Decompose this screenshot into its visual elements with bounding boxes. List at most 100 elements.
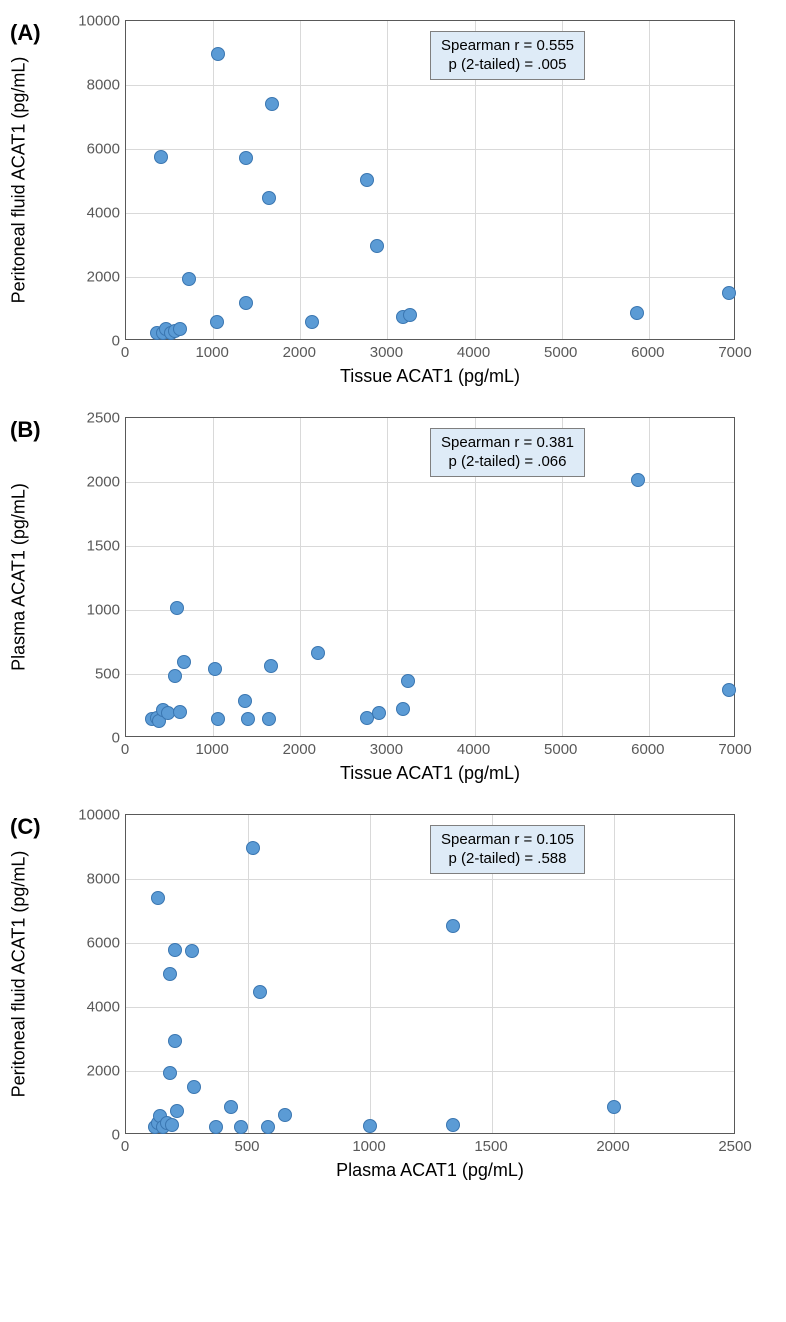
stats-pvalue: p (2-tailed) = .005 bbox=[441, 55, 574, 75]
x-tick-label: 6000 bbox=[631, 737, 664, 758]
gridline-v bbox=[649, 21, 650, 339]
x-axis-label: Plasma ACAT1 (pg/mL) bbox=[125, 1160, 735, 1181]
x-tick-label: 2000 bbox=[283, 340, 316, 361]
data-point bbox=[211, 712, 225, 726]
stats-spearman: Spearman r = 0.555 bbox=[441, 36, 574, 56]
data-point bbox=[224, 1100, 238, 1114]
x-tick-label: 1000 bbox=[195, 340, 228, 361]
y-tick-label: 6000 bbox=[87, 141, 126, 158]
x-tick-label: 3000 bbox=[370, 340, 403, 361]
data-point bbox=[265, 97, 279, 111]
y-tick-label: 2000 bbox=[87, 1063, 126, 1080]
gridline-h bbox=[126, 213, 734, 214]
x-tick-label: 5000 bbox=[544, 737, 577, 758]
data-point bbox=[607, 1100, 621, 1114]
data-point bbox=[182, 272, 196, 286]
data-point bbox=[241, 712, 255, 726]
x-tick-label: 6000 bbox=[631, 340, 664, 361]
x-tick-label: 4000 bbox=[457, 340, 490, 361]
chart-region: Peritoneal fluid ACAT1 (pg/mL)0200040006… bbox=[65, 20, 766, 387]
data-point bbox=[403, 308, 417, 322]
x-tick-label: 5000 bbox=[544, 340, 577, 361]
panel: (B)Plasma ACAT1 (pg/mL)05001000150020002… bbox=[10, 417, 766, 784]
stats-box: Spearman r = 0.105p (2-tailed) = .588 bbox=[430, 825, 585, 874]
y-tick-label: 4000 bbox=[87, 999, 126, 1016]
data-point bbox=[261, 1120, 275, 1134]
data-point bbox=[401, 674, 415, 688]
gridline-v bbox=[300, 418, 301, 736]
data-point bbox=[173, 705, 187, 719]
data-point bbox=[170, 601, 184, 615]
y-tick-label: 1000 bbox=[87, 602, 126, 619]
data-point bbox=[262, 712, 276, 726]
data-point bbox=[234, 1120, 248, 1134]
y-tick-label: 8000 bbox=[87, 77, 126, 94]
data-point bbox=[360, 173, 374, 187]
gridline-v bbox=[387, 418, 388, 736]
stats-pvalue: p (2-tailed) = .066 bbox=[441, 452, 574, 472]
y-tick-label: 500 bbox=[95, 666, 126, 683]
data-point bbox=[446, 1118, 460, 1132]
gridline-h bbox=[126, 1007, 734, 1008]
plot-wrap: 05001000150020002500Spearman r = 0.381p … bbox=[125, 417, 766, 784]
data-point bbox=[372, 706, 386, 720]
x-tick-row: 05001000150020002500 bbox=[125, 1134, 735, 1154]
y-tick-label: 6000 bbox=[87, 935, 126, 952]
x-tick-label: 3000 bbox=[370, 737, 403, 758]
y-tick-label: 2000 bbox=[87, 269, 126, 286]
data-point bbox=[185, 944, 199, 958]
gridline-v bbox=[213, 418, 214, 736]
data-point bbox=[238, 694, 252, 708]
stats-box: Spearman r = 0.555p (2-tailed) = .005 bbox=[430, 31, 585, 80]
gridline-v bbox=[370, 815, 371, 1133]
gridline-h bbox=[126, 610, 734, 611]
gridline-h bbox=[126, 277, 734, 278]
data-point bbox=[278, 1108, 292, 1122]
plot-area: 05001000150020002500Spearman r = 0.381p … bbox=[125, 417, 735, 737]
stats-spearman: Spearman r = 0.105 bbox=[441, 830, 574, 850]
data-point bbox=[305, 315, 319, 329]
x-tick-label: 4000 bbox=[457, 737, 490, 758]
data-point bbox=[168, 1034, 182, 1048]
data-point bbox=[210, 315, 224, 329]
x-tick-row: 01000200030004000500060007000 bbox=[125, 737, 735, 757]
data-point bbox=[211, 47, 225, 61]
data-point bbox=[262, 191, 276, 205]
data-point bbox=[151, 891, 165, 905]
data-point bbox=[187, 1080, 201, 1094]
gridline-h bbox=[126, 943, 734, 944]
data-point bbox=[722, 286, 736, 300]
x-axis-label: Tissue ACAT1 (pg/mL) bbox=[125, 366, 735, 387]
y-tick-label: 2500 bbox=[87, 410, 126, 427]
y-tick-label: 2000 bbox=[87, 474, 126, 491]
data-point bbox=[165, 1118, 179, 1132]
y-axis-label: Peritoneal fluid ACAT1 (pg/mL) bbox=[9, 851, 30, 1098]
data-point bbox=[208, 662, 222, 676]
x-tick-label: 0 bbox=[121, 340, 129, 361]
plot-wrap: 0200040006000800010000Spearman r = 0.105… bbox=[125, 814, 766, 1181]
chart-region: Peritoneal fluid ACAT1 (pg/mL)0200040006… bbox=[65, 814, 766, 1181]
plot-area: 0200040006000800010000Spearman r = 0.555… bbox=[125, 20, 735, 340]
x-tick-label: 7000 bbox=[718, 737, 751, 758]
panel: (C)Peritoneal fluid ACAT1 (pg/mL)0200040… bbox=[10, 814, 766, 1181]
data-point bbox=[154, 150, 168, 164]
y-tick-label: 1500 bbox=[87, 538, 126, 555]
data-point bbox=[363, 1119, 377, 1133]
chart-region: Plasma ACAT1 (pg/mL)05001000150020002500… bbox=[65, 417, 766, 784]
data-point bbox=[253, 985, 267, 999]
data-point bbox=[177, 655, 191, 669]
data-point bbox=[246, 841, 260, 855]
x-tick-label: 2500 bbox=[718, 1134, 751, 1155]
data-point bbox=[173, 322, 187, 336]
x-tick-label: 1000 bbox=[195, 737, 228, 758]
gridline-v bbox=[387, 21, 388, 339]
gridline-v bbox=[614, 815, 615, 1133]
gridline-h bbox=[126, 879, 734, 880]
y-tick-label: 10000 bbox=[78, 807, 126, 824]
data-point bbox=[163, 1066, 177, 1080]
data-point bbox=[396, 702, 410, 716]
data-point bbox=[370, 239, 384, 253]
data-point bbox=[264, 659, 278, 673]
x-tick-label: 500 bbox=[234, 1134, 259, 1155]
x-axis-label: Tissue ACAT1 (pg/mL) bbox=[125, 763, 735, 784]
